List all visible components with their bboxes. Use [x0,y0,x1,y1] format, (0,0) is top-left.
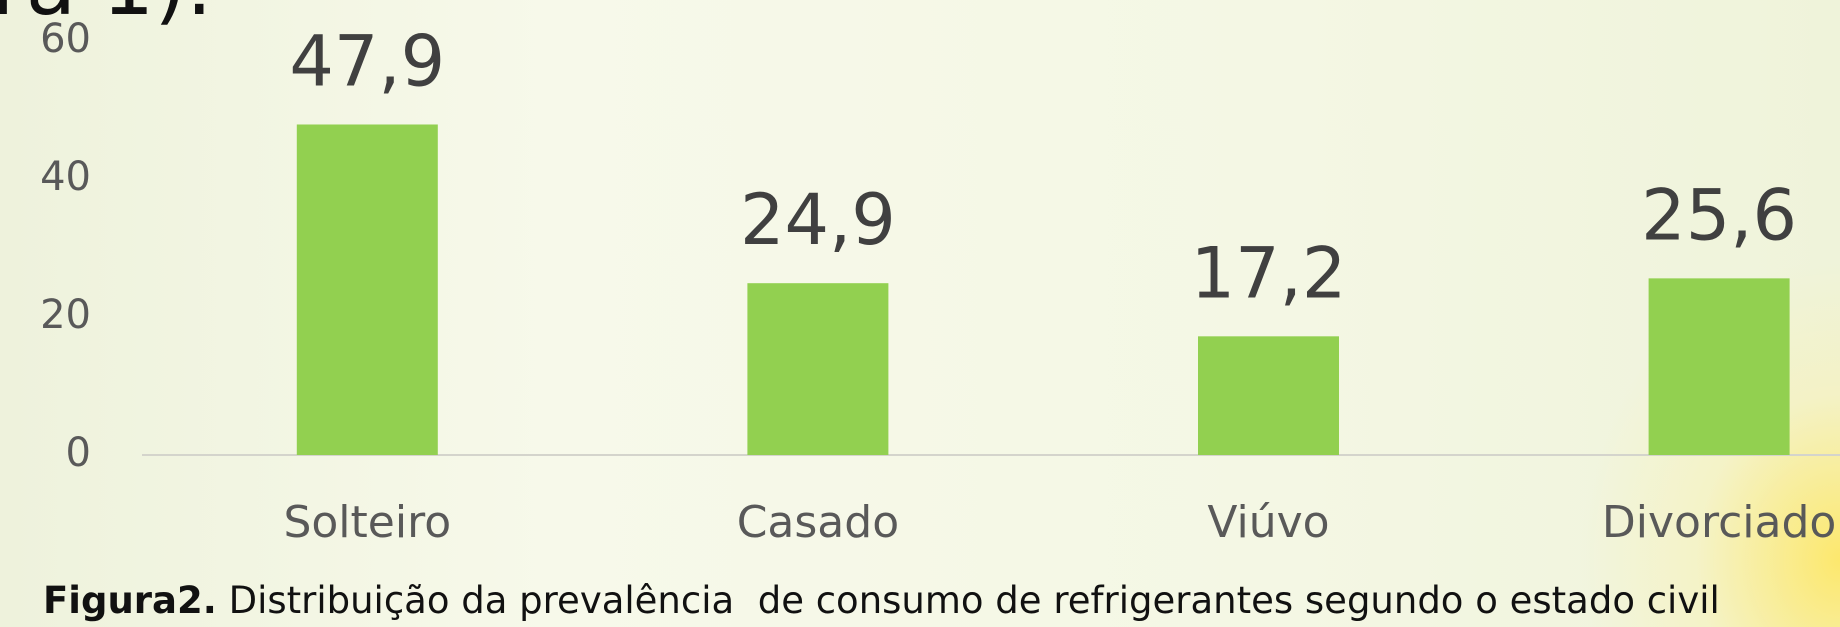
data-label: 47,9 [289,21,445,103]
data-label: 24,9 [740,179,896,261]
x-tick-label: Casado [737,497,899,548]
bar [1648,278,1790,455]
bar [747,283,889,455]
caption-label: Figura2. [43,579,217,622]
y-tick-label: 20 [40,292,91,338]
bar [1198,336,1339,455]
caption: Figura2. Distribuição da prevalência de … [43,579,1720,622]
y-tick-label: 0 [66,430,91,476]
data-label: 17,2 [1191,232,1347,314]
x-tick-label: Viúvo [1207,497,1329,548]
bar [296,124,438,456]
cropped-heading: ra 1). [0,0,212,34]
y-tick-label: 60 [40,16,91,62]
data-label: 25,6 [1641,174,1797,256]
x-tick-label: Divorciado [1602,497,1836,548]
x-tick-label: Solteiro [283,497,451,548]
y-tick-label: 40 [40,154,91,200]
caption-text: Distribuição da prevalência de consumo d… [217,579,1720,622]
